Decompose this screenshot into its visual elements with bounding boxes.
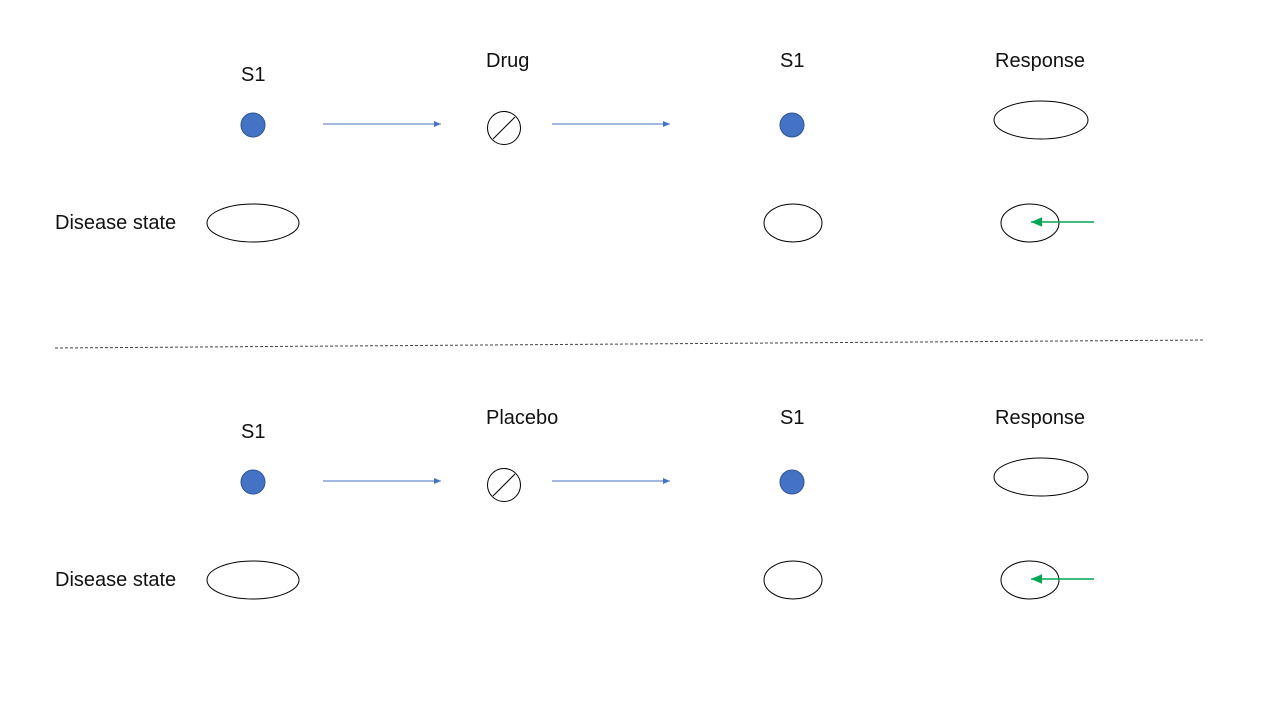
panel-2 — [206, 457, 1094, 600]
panel-1-s1-start-node — [240, 112, 266, 138]
panel-1-disease-label: Disease state — [55, 212, 177, 234]
panel-divider — [54, 339, 1206, 349]
panel-1-response-target-ellipse — [1000, 203, 1060, 243]
panel-2-disease-end-ellipse — [763, 560, 823, 600]
panel-2-s1-end-label: S1 — [780, 407, 805, 429]
panel-1-disease-end-ellipse — [763, 203, 823, 243]
panel-2-response-target-ellipse — [1000, 560, 1060, 600]
panel-1 — [206, 100, 1094, 243]
panel-1-s1-start-label: S1 — [241, 64, 266, 86]
panel-1-agent-icon — [487, 111, 521, 145]
panel-1-response-label: Response — [995, 50, 1086, 72]
panel-1-agent-label: Drug — [486, 50, 530, 72]
panel-2-s1-start-node — [240, 469, 266, 495]
panel-2-agent-icon — [487, 468, 521, 502]
panel-2-disease-label: Disease state — [55, 569, 177, 591]
panel-2-response-ellipse — [993, 457, 1089, 497]
panel-1-disease-ellipse — [206, 203, 300, 243]
panel-2-s1-start-label: S1 — [241, 421, 266, 443]
panel-1-s1-end-node — [779, 112, 805, 138]
panel-1-s1-end-label: S1 — [780, 50, 805, 72]
panel-2-s1-end-node — [779, 469, 805, 495]
panel-2-disease-ellipse — [206, 560, 300, 600]
panel-1-response-ellipse — [993, 100, 1089, 140]
panel-2-response-label: Response — [995, 407, 1086, 429]
panel-2-agent-label: Placebo — [486, 407, 559, 429]
